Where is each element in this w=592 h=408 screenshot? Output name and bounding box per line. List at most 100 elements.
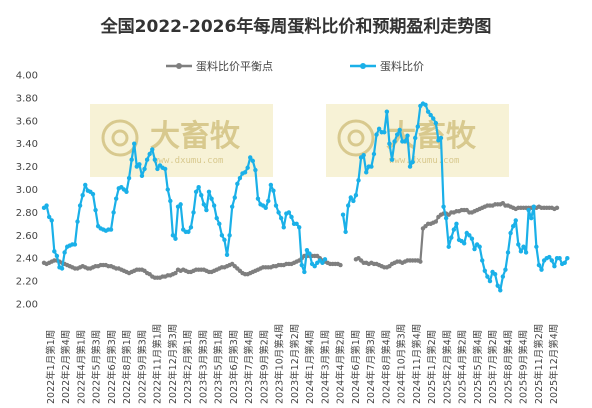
ratio-point: [441, 204, 446, 209]
x-tick-label: 2022年2月第4周: [60, 330, 72, 404]
ratio-point: [49, 218, 54, 223]
ratio-point: [552, 264, 557, 269]
ratio-point: [242, 170, 248, 175]
watermark-left-url: www.dxumu.com: [153, 156, 223, 166]
ratio-point: [415, 124, 420, 129]
ratio-point: [204, 207, 209, 213]
ratio-point: [165, 187, 170, 192]
ratio-point: [307, 251, 312, 256]
ratio-point: [518, 249, 524, 254]
y-tick-label: 3.40: [16, 139, 38, 150]
legend-ratio-label: 蛋料比价: [380, 59, 424, 73]
watermark-right: 大畜牧 www.dxumu.com: [326, 104, 509, 177]
ratio-point: [168, 198, 173, 204]
ratio-point: [340, 212, 346, 217]
ratio-point: [557, 256, 562, 261]
ratio-point: [405, 133, 410, 138]
ratio-point: [232, 195, 237, 200]
ratio-point: [477, 244, 482, 249]
ratio-point: [312, 264, 317, 269]
ratio-point: [124, 189, 129, 194]
ratio-point: [498, 288, 503, 293]
ratio-point: [431, 116, 436, 121]
ratio-point: [289, 214, 294, 220]
ratio-point: [222, 237, 227, 243]
ratio-point: [235, 181, 240, 186]
series-layer: [41, 101, 570, 293]
ratio-point: [80, 193, 85, 198]
watermark-right-logo-icon: [337, 119, 375, 157]
ratio-point: [111, 210, 116, 215]
legend-breakeven-label: 蛋料比价平衡点: [196, 59, 273, 73]
ratio-point: [77, 203, 83, 208]
ratio-point: [255, 196, 261, 201]
x-tick-label: 2025年11月第2周: [533, 324, 545, 404]
ratio-point: [521, 244, 526, 249]
y-tick-label: 3.80: [16, 93, 38, 104]
ratio-point: [139, 173, 145, 178]
ratio-point: [351, 198, 356, 204]
x-tick-label: 2023年5月第1周: [213, 330, 225, 404]
x-tick-label: 2022年1月第1周: [45, 330, 57, 404]
ratio-point: [374, 132, 379, 137]
ratio-point: [294, 221, 299, 227]
breakeven-point: [418, 259, 423, 264]
ratio-point: [462, 241, 467, 246]
x-tick-label: 2022年8月第1周: [121, 330, 133, 404]
ratio-point: [93, 207, 98, 213]
ratio-point: [539, 267, 544, 272]
ratio-point: [348, 195, 353, 200]
x-tick-label: 2023年10月第4周: [274, 324, 286, 404]
y-tick-label: 3.20: [16, 162, 38, 173]
ratio-point: [394, 132, 400, 137]
ratio-point: [132, 141, 137, 146]
ratio-point: [353, 193, 359, 198]
ratio-point: [250, 158, 256, 164]
x-tick-label: 2024年11月第4周: [411, 324, 423, 404]
x-tick-label: 2024年10月第3周: [396, 324, 408, 404]
ratio-point: [196, 185, 201, 190]
ratio-point: [482, 268, 488, 273]
ratio-point: [147, 151, 152, 157]
ratio-point: [273, 203, 279, 208]
ratio-point: [485, 274, 490, 279]
ratio-point: [320, 260, 325, 265]
ratio-point: [59, 266, 65, 271]
x-tick-label: 2024年6月第1周: [350, 330, 362, 404]
ratio-point: [129, 157, 134, 162]
x-tick-label: 2023年3月第3周: [197, 330, 209, 404]
ratio-point: [369, 164, 374, 169]
legend-item-ratio: 蛋料比价: [350, 59, 424, 73]
watermark-left-brand: 大畜牧: [150, 119, 241, 154]
ratio-point: [299, 262, 304, 268]
breakeven-point: [338, 262, 343, 268]
legend: 蛋料比价平衡点 蛋料比价: [166, 59, 424, 73]
breakeven-point: [554, 205, 560, 211]
ratio-point: [423, 102, 428, 107]
y-tick-label: 2.20: [16, 277, 38, 288]
ratio-point: [83, 182, 88, 188]
ratio-point: [407, 164, 413, 169]
ratio-point: [387, 141, 392, 146]
legend-breakeven-marker: [176, 63, 182, 69]
watermark-left-logo-icon: [101, 119, 139, 157]
x-tick-label: 2025年8月第4周: [502, 330, 514, 404]
x-tick-label: 2025年2月第4周: [441, 330, 453, 404]
ratio-point: [144, 157, 150, 162]
series-breakeven: [41, 201, 560, 280]
ratio-point: [413, 135, 418, 141]
ratio-point: [75, 219, 80, 224]
ratio-point: [201, 202, 207, 207]
ratio-point: [345, 203, 351, 208]
ratio-point: [142, 166, 147, 172]
x-tick-label: 2023年2月第1周: [182, 330, 194, 404]
ratio-point: [428, 112, 433, 118]
ratio-point: [54, 253, 60, 259]
ratio-point: [547, 254, 552, 260]
ratio-point: [237, 175, 243, 181]
ratio-point: [371, 151, 377, 157]
x-tick-label: 2025年5月第4周: [472, 330, 484, 404]
ratio-point: [343, 229, 348, 235]
ratio-point: [531, 204, 536, 209]
ratio-point: [495, 283, 500, 288]
